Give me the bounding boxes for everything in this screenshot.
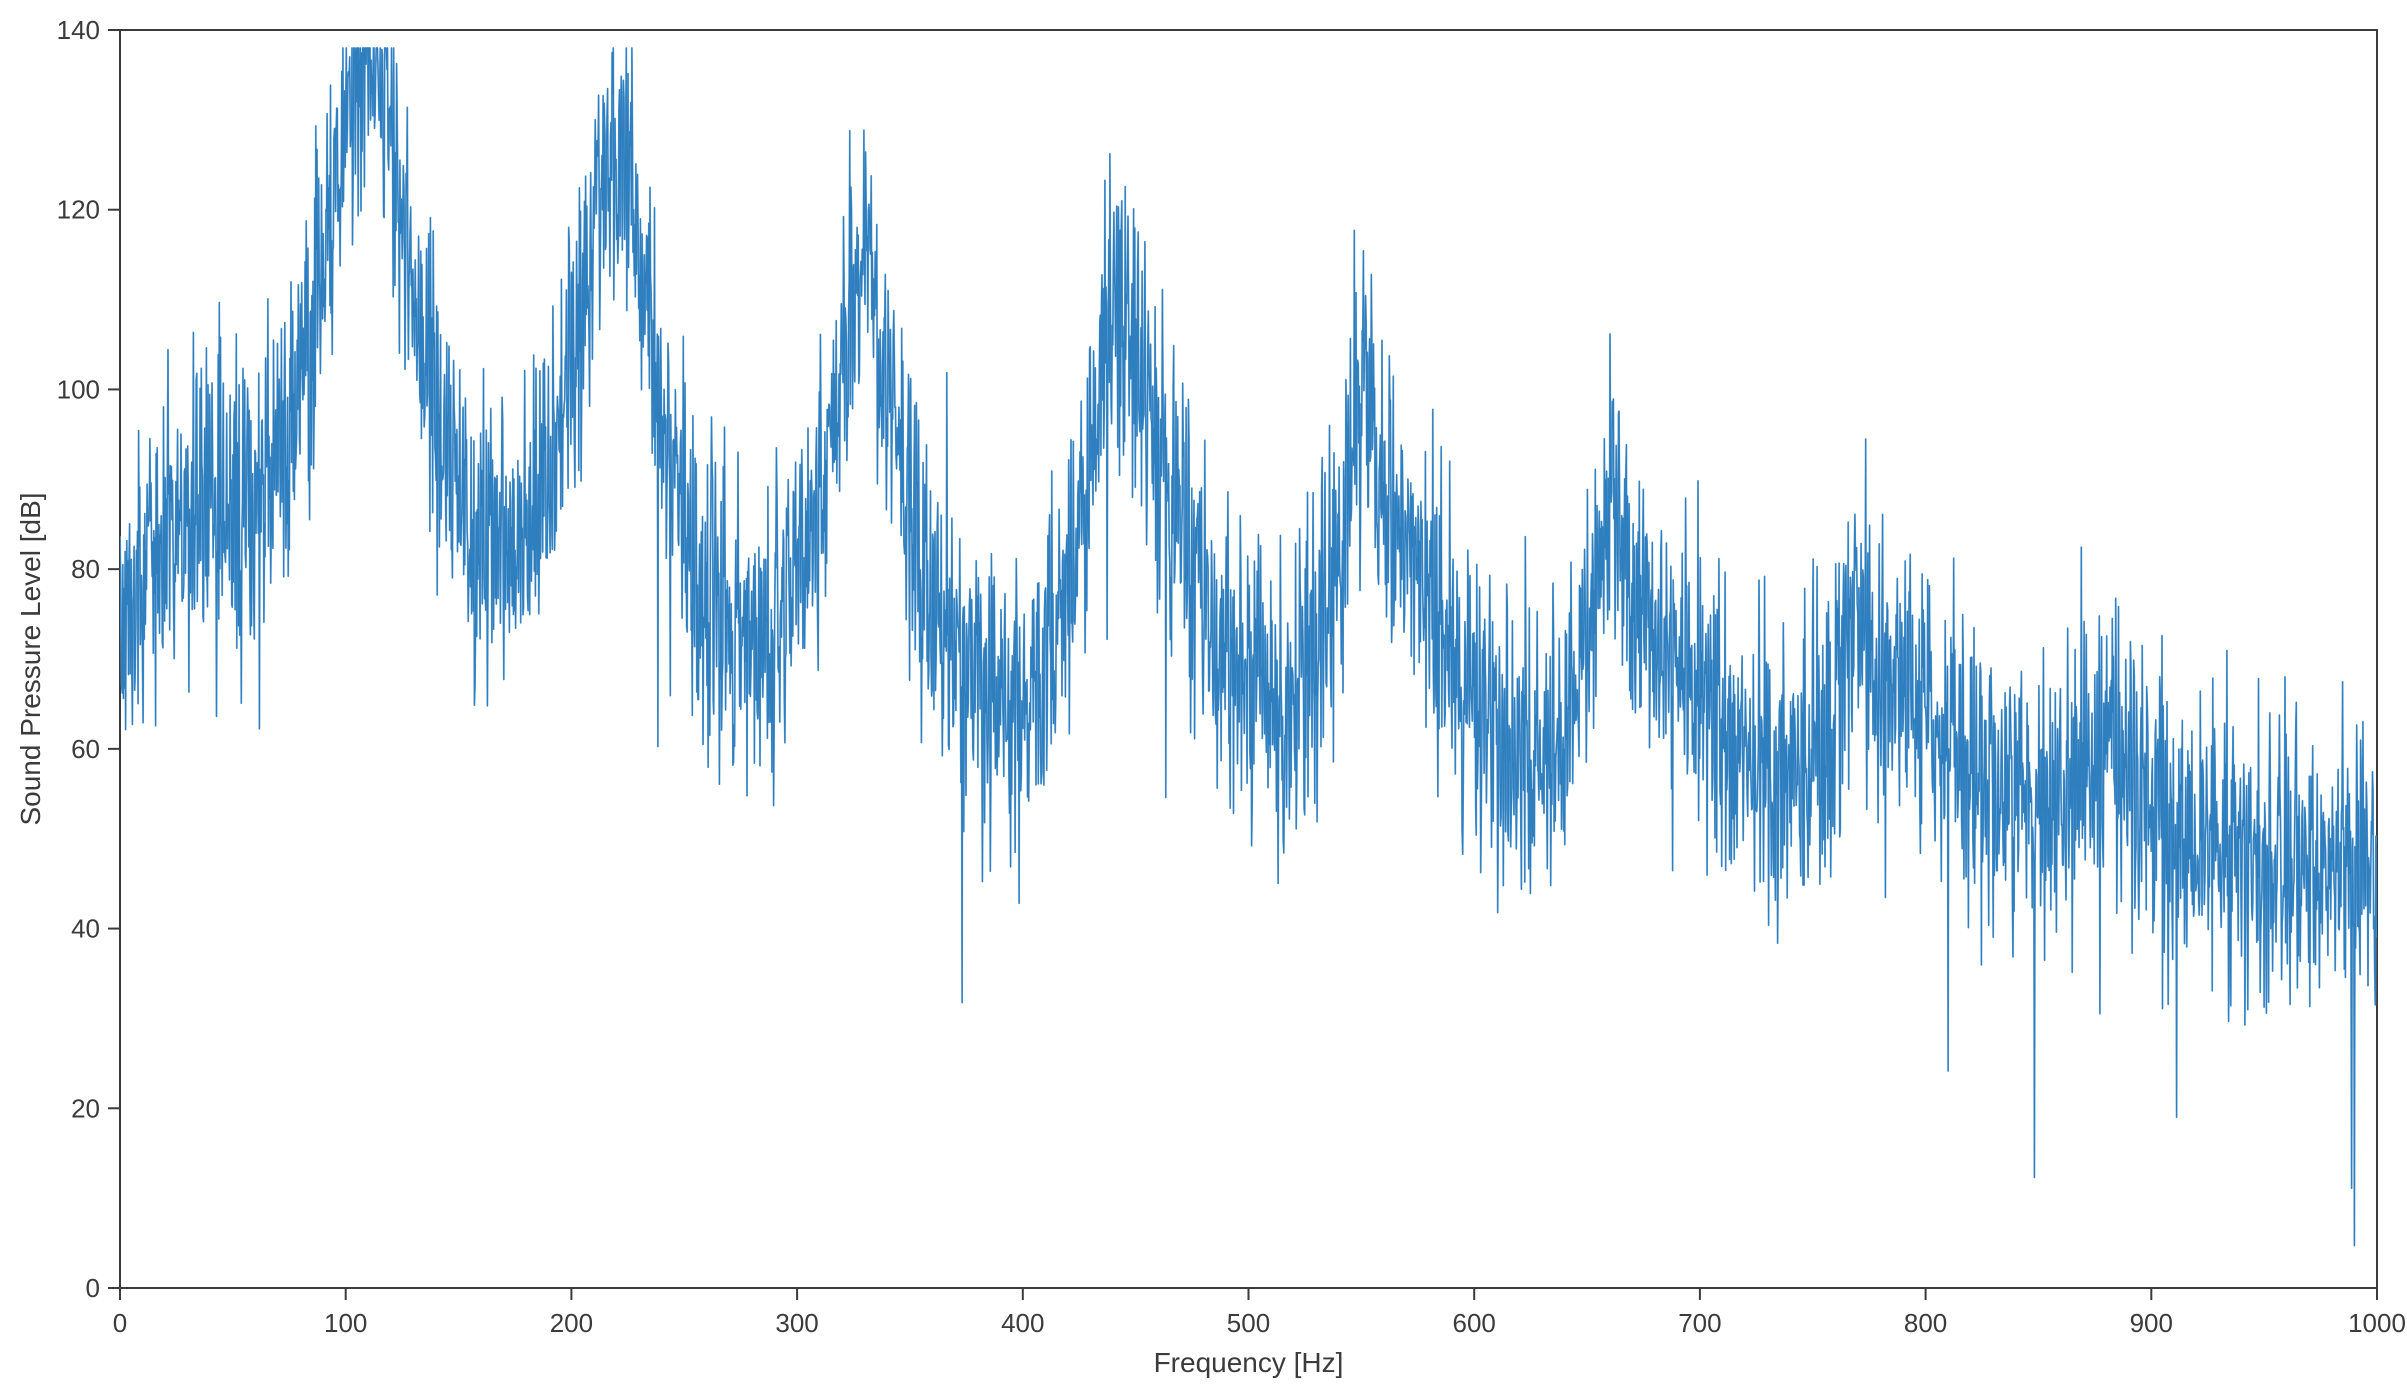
x-tick-label: 200 (550, 1308, 593, 1338)
x-tick-label: 400 (1001, 1308, 1044, 1338)
x-tick-label: 900 (2130, 1308, 2173, 1338)
x-tick-label: 800 (1904, 1308, 1947, 1338)
chart-svg: 0 100 200 300 400 500 600 700 800 900 1000 0 20 40 60 8… (0, 0, 2407, 1388)
plot-box (120, 30, 2377, 1288)
y-tick-label: 60 (71, 734, 100, 764)
y-tick-label: 0 (86, 1273, 100, 1303)
x-axis-label: Frequency [Hz] (1154, 1347, 1344, 1378)
x-tick-label: 500 (1227, 1308, 1270, 1338)
y-tick-label: 40 (71, 914, 100, 944)
x-tick-label: 0 (113, 1308, 127, 1338)
y-tick-label: 120 (57, 195, 100, 225)
x-tick-label: 100 (324, 1308, 367, 1338)
y-tick-label: 100 (57, 374, 100, 404)
x-tick-label: 700 (1678, 1308, 1721, 1338)
x-tick-label: 600 (1453, 1308, 1496, 1338)
y-axis-label: Sound Pressure Level [dB] (15, 492, 46, 825)
y-tick-label: 20 (71, 1093, 100, 1123)
x-tick-label: 300 (775, 1308, 818, 1338)
x-tick-label: 1000 (2348, 1308, 2406, 1338)
spectrum-chart: 0 100 200 300 400 500 600 700 800 900 1000 0 20 40 60 8… (0, 0, 2407, 1388)
y-tick-label: 140 (57, 15, 100, 45)
y-tick-label: 80 (71, 554, 100, 584)
